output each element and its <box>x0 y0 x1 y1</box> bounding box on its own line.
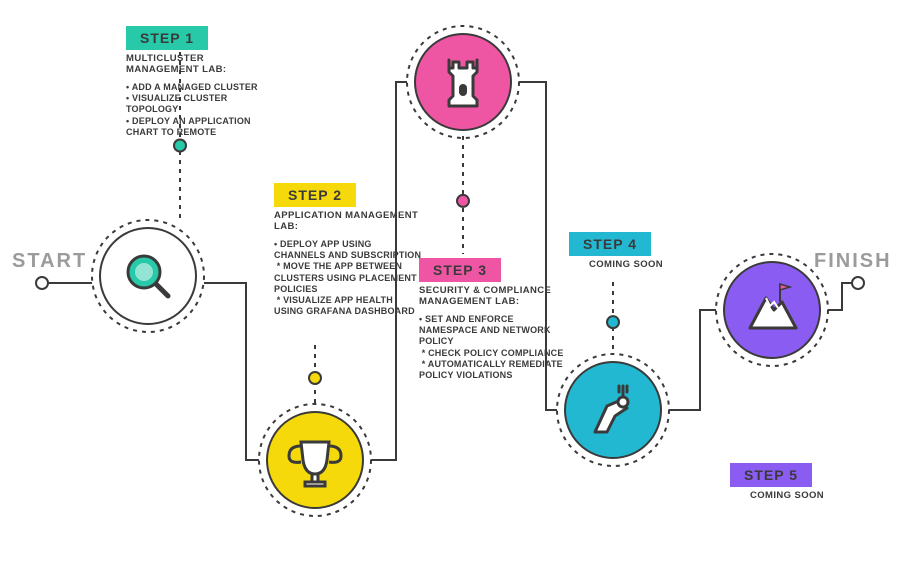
step-5-text: COMING SOON <box>750 491 900 508</box>
step-3-items: • SET AND ENFORCE NAMESPACE AND NETWORK … <box>419 314 569 382</box>
step-1-tag: STEP 1 <box>126 26 208 50</box>
step-1-text: MULTICLUSTER MANAGEMENT LAB: • ADD A MAN… <box>126 54 276 138</box>
step-1-title: MULTICLUSTER MANAGEMENT LAB: <box>126 54 276 76</box>
step-3-text: SECURITY & COMPLIANCE MANAGEMENT LAB: • … <box>419 286 569 381</box>
step-4-text: COMING SOON <box>589 260 739 277</box>
step-2-items: • DEPLOY APP USING CHANNELS AND SUBSCRIP… <box>274 239 424 318</box>
step-2-title: APPLICATION MANAGEMENT LAB: <box>274 211 424 233</box>
finish-label: FINISH <box>814 250 892 273</box>
step-3-tag: STEP 3 <box>419 258 501 282</box>
step-4-tag: STEP 4 <box>569 232 651 256</box>
step-5-title: COMING SOON <box>750 491 900 502</box>
step-2-text: APPLICATION MANAGEMENT LAB: • DEPLOY APP… <box>274 211 424 318</box>
step-4-title: COMING SOON <box>589 260 739 271</box>
start-label: START <box>12 250 87 273</box>
step-3-title: SECURITY & COMPLIANCE MANAGEMENT LAB: <box>419 286 569 308</box>
step-1-items: • ADD A MANAGED CLUSTER • VISUALIZE CLUS… <box>126 82 276 138</box>
step-5-tag: STEP 5 <box>730 463 812 487</box>
step-2-tag: STEP 2 <box>274 183 356 207</box>
